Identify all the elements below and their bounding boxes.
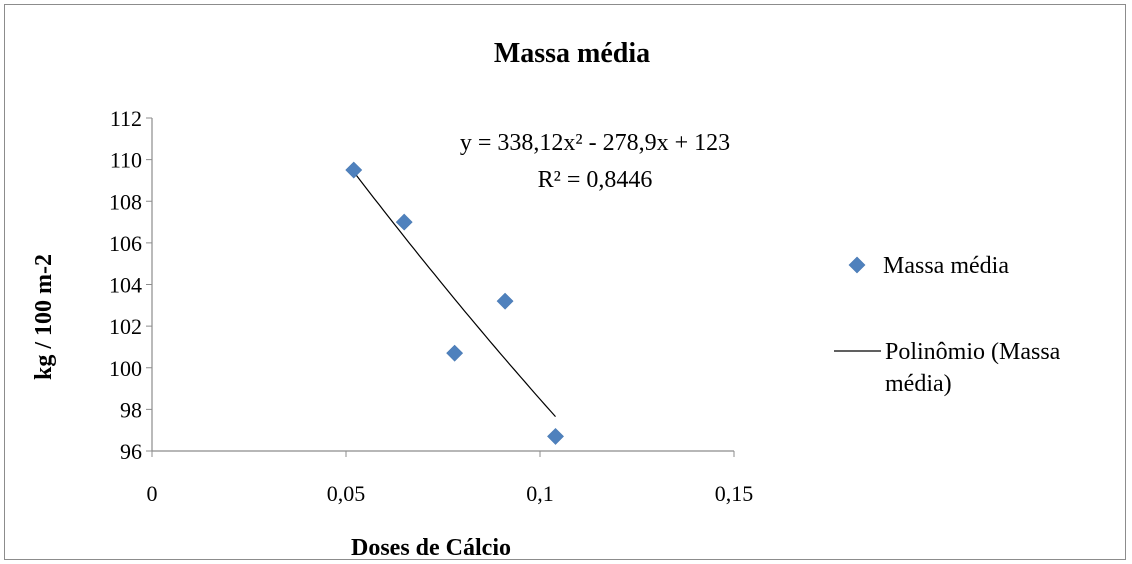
trendline-r2: R² = 0,8446 [538,167,653,193]
data-point [547,428,564,445]
y-tick-label: 108 [109,189,142,214]
x-tick-label: 0,1 [526,481,554,506]
x-axis-title: Doses de Cálcio [351,535,511,561]
y-tick-label: 104 [109,273,142,298]
y-tick-label: 106 [109,231,142,256]
x-tick-label: 0 [147,481,158,506]
data-point [446,344,464,362]
y-ticks: 96 98 100 102 104 106 108 110 112 [109,106,152,464]
chart-title: Massa média [494,38,650,69]
y-tick-label: 100 [109,356,142,381]
y-tick-label: 110 [110,148,142,173]
legend-label-massa-media: Massa média [883,253,1009,279]
y-tick-label: 112 [110,106,142,131]
legend: Massa média Polinômio (Massa média) [834,253,1061,397]
legend-label-polinomio-line1: Polinômio (Massa [885,339,1061,365]
y-tick-label: 102 [109,314,142,339]
legend-label-polinomio-line2: média) [885,371,952,397]
x-ticks: 0 0,05 0,1 0,15 [147,451,754,506]
trendline-equation: y = 338,12x² - 278,9x + 123 [460,130,730,156]
data-point [395,213,413,231]
x-tick-label: 0,15 [715,481,754,506]
data-point [496,292,514,310]
y-axis-title: kg / 100 m-2 [31,254,57,380]
y-tick-label: 96 [120,439,142,464]
y-tick-label: 98 [120,397,142,422]
legend-marker-massa-media [848,256,866,274]
data-points [345,161,564,445]
x-tick-label: 0,05 [327,481,366,506]
trendline [353,171,556,417]
data-point [345,161,363,179]
